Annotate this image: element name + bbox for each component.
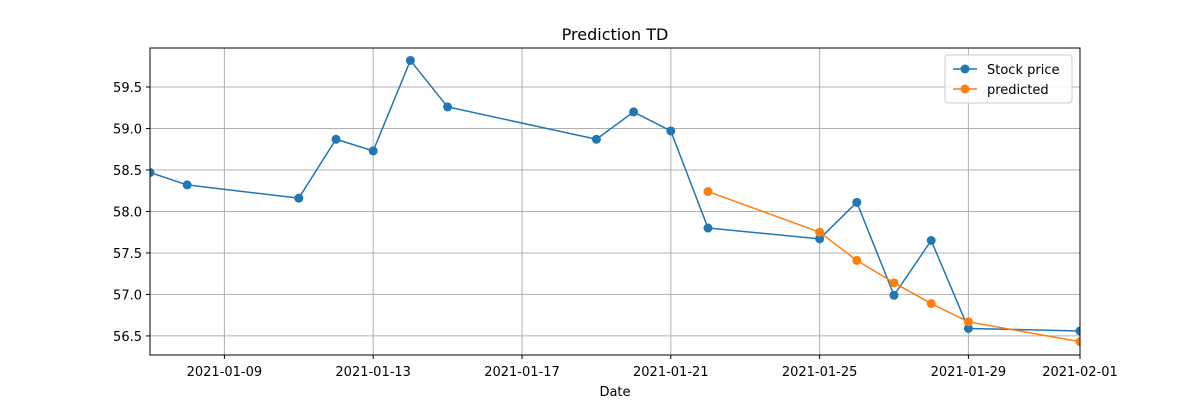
data-point: [815, 227, 825, 237]
x-tick-label: 2021-01-25: [782, 365, 858, 380]
data-point: [1075, 326, 1080, 336]
series-line: [150, 59, 1080, 332]
x-tick-label: 2021-02-01: [1042, 365, 1118, 380]
y-tick-label: 58.0: [113, 205, 142, 220]
legend-marker: [960, 64, 970, 74]
x-axis-label: Date: [599, 385, 630, 400]
data-point: [182, 180, 192, 190]
y-tick-label: 58.5: [113, 164, 142, 179]
legend: Stock price predicted: [944, 54, 1073, 104]
x-tick-label: 2021-01-17: [484, 365, 560, 380]
data-point: [703, 187, 713, 197]
legend-label: predicted: [987, 83, 1049, 98]
tick-layer: 2021-01-09 2021-01-13 2021-01-17 2021-01-21…: [113, 81, 1118, 380]
x-tick-label: 2021-01-29: [931, 365, 1007, 380]
legend-box: [944, 54, 1073, 104]
data-point: [703, 223, 713, 233]
data-point: [405, 55, 415, 65]
y-tick-label: 59.5: [113, 81, 142, 96]
legend-marker: [960, 84, 970, 94]
data-point: [666, 126, 676, 136]
y-tick-label: 57.5: [113, 247, 142, 262]
data-point: [368, 146, 378, 156]
data-point: [150, 167, 155, 177]
x-tick-label: 2021-01-09: [187, 365, 263, 380]
y-tick-label: 56.5: [113, 330, 142, 345]
data-point: [331, 134, 341, 144]
y-tick-label: 59.0: [113, 122, 142, 137]
y-tick-label: 57.0: [113, 288, 142, 303]
series-group: [150, 55, 1080, 347]
data-point: [815, 234, 825, 244]
data-point: [852, 255, 862, 265]
data-point: [294, 193, 304, 203]
data-point: [963, 323, 973, 333]
series-layer: [150, 55, 1080, 347]
series-line: [707, 190, 1080, 343]
x-tick-label: 2021-01-13: [335, 365, 411, 380]
data-point: [926, 299, 936, 309]
data-point: [889, 290, 899, 300]
data-point: [852, 197, 862, 207]
data-point: [629, 107, 639, 117]
data-point: [443, 102, 453, 112]
data-point: [926, 235, 936, 245]
legend-label: Stock price: [987, 63, 1059, 78]
data-point: [591, 134, 601, 144]
plot-frame: [149, 47, 1081, 356]
data-point: [889, 278, 899, 288]
data-point: [1075, 337, 1080, 347]
data-point: [963, 317, 973, 327]
x-tick-label: 2021-01-21: [633, 365, 709, 380]
chart-title: Prediction TD: [562, 25, 669, 44]
